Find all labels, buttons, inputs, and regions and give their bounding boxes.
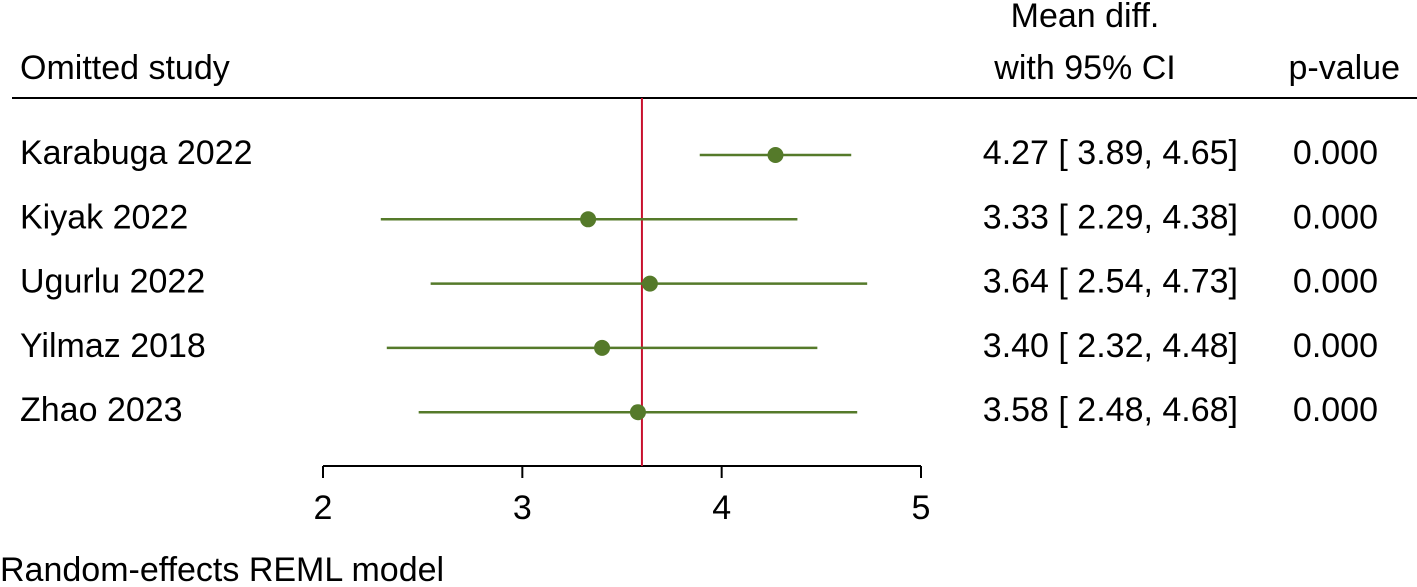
note: Random-effects REML model <box>0 551 444 587</box>
p-value: 0.000 <box>1293 134 1378 172</box>
point-estimate <box>629 404 646 421</box>
point-estimate <box>767 147 784 163</box>
ci-label: 4.27 [ 3.89, 4.65] <box>983 134 1238 172</box>
study-label: Karabuga 2022 <box>20 134 253 172</box>
p-value: 0.000 <box>1293 391 1378 429</box>
p-value: 0.000 <box>1293 327 1378 365</box>
ci-label: 3.40 [ 2.32, 4.48] <box>983 327 1238 365</box>
x-tick-label: 3 <box>513 489 532 527</box>
ci-label: 3.58 [ 2.48, 4.68] <box>983 391 1238 429</box>
ci-label: 3.33 [ 2.29, 4.38] <box>983 198 1238 236</box>
header-p: p-value <box>1288 49 1400 87</box>
x-tick-label: 4 <box>712 489 731 527</box>
ci-label: 3.64 [ 2.54, 4.73] <box>983 263 1238 301</box>
study-label: Kiyak 2022 <box>20 198 188 236</box>
header-effect: Mean diff. <box>1011 0 1160 35</box>
header-study: Omitted study <box>20 49 230 87</box>
point-estimate <box>641 275 658 292</box>
study-label: Zhao 2023 <box>20 391 183 429</box>
header-effect: with 95% CI <box>993 49 1175 87</box>
study-label: Yilmaz 2018 <box>20 327 206 365</box>
study-label: Ugurlu 2022 <box>20 263 205 301</box>
x-tick-label: 5 <box>912 489 931 527</box>
p-value: 0.000 <box>1293 198 1378 236</box>
point-estimate <box>594 339 611 356</box>
point-estimate <box>580 211 597 228</box>
x-tick-label: 2 <box>314 489 333 527</box>
p-value: 0.000 <box>1293 263 1378 301</box>
